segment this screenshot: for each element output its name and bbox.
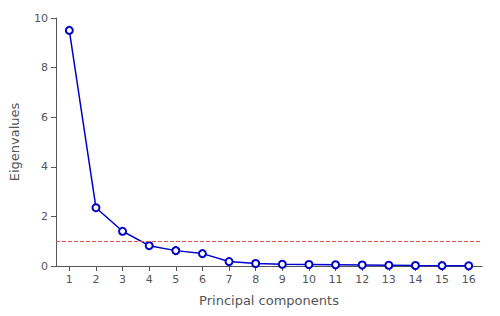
svg-text:6: 6 [199,273,206,286]
svg-text:8: 8 [41,61,48,74]
svg-text:13: 13 [382,273,396,286]
svg-text:15: 15 [435,273,449,286]
svg-text:8: 8 [252,273,259,286]
svg-text:Principal components: Principal components [199,293,339,308]
svg-text:2: 2 [92,273,99,286]
svg-text:12: 12 [355,273,369,286]
svg-text:4: 4 [41,160,48,173]
svg-text:9: 9 [279,273,286,286]
svg-text:5: 5 [172,273,179,286]
svg-text:0: 0 [41,260,48,273]
svg-text:4: 4 [146,273,153,286]
svg-text:11: 11 [329,273,343,286]
svg-text:1: 1 [66,273,73,286]
svg-text:7: 7 [226,273,233,286]
svg-text:Eigenvalues: Eigenvalues [7,102,22,181]
svg-text:6: 6 [41,111,48,124]
svg-text:10: 10 [302,273,316,286]
svg-text:16: 16 [462,273,476,286]
svg-text:2: 2 [41,210,48,223]
svg-text:10: 10 [34,12,48,25]
svg-text:14: 14 [408,273,422,286]
svg-text:3: 3 [119,273,126,286]
